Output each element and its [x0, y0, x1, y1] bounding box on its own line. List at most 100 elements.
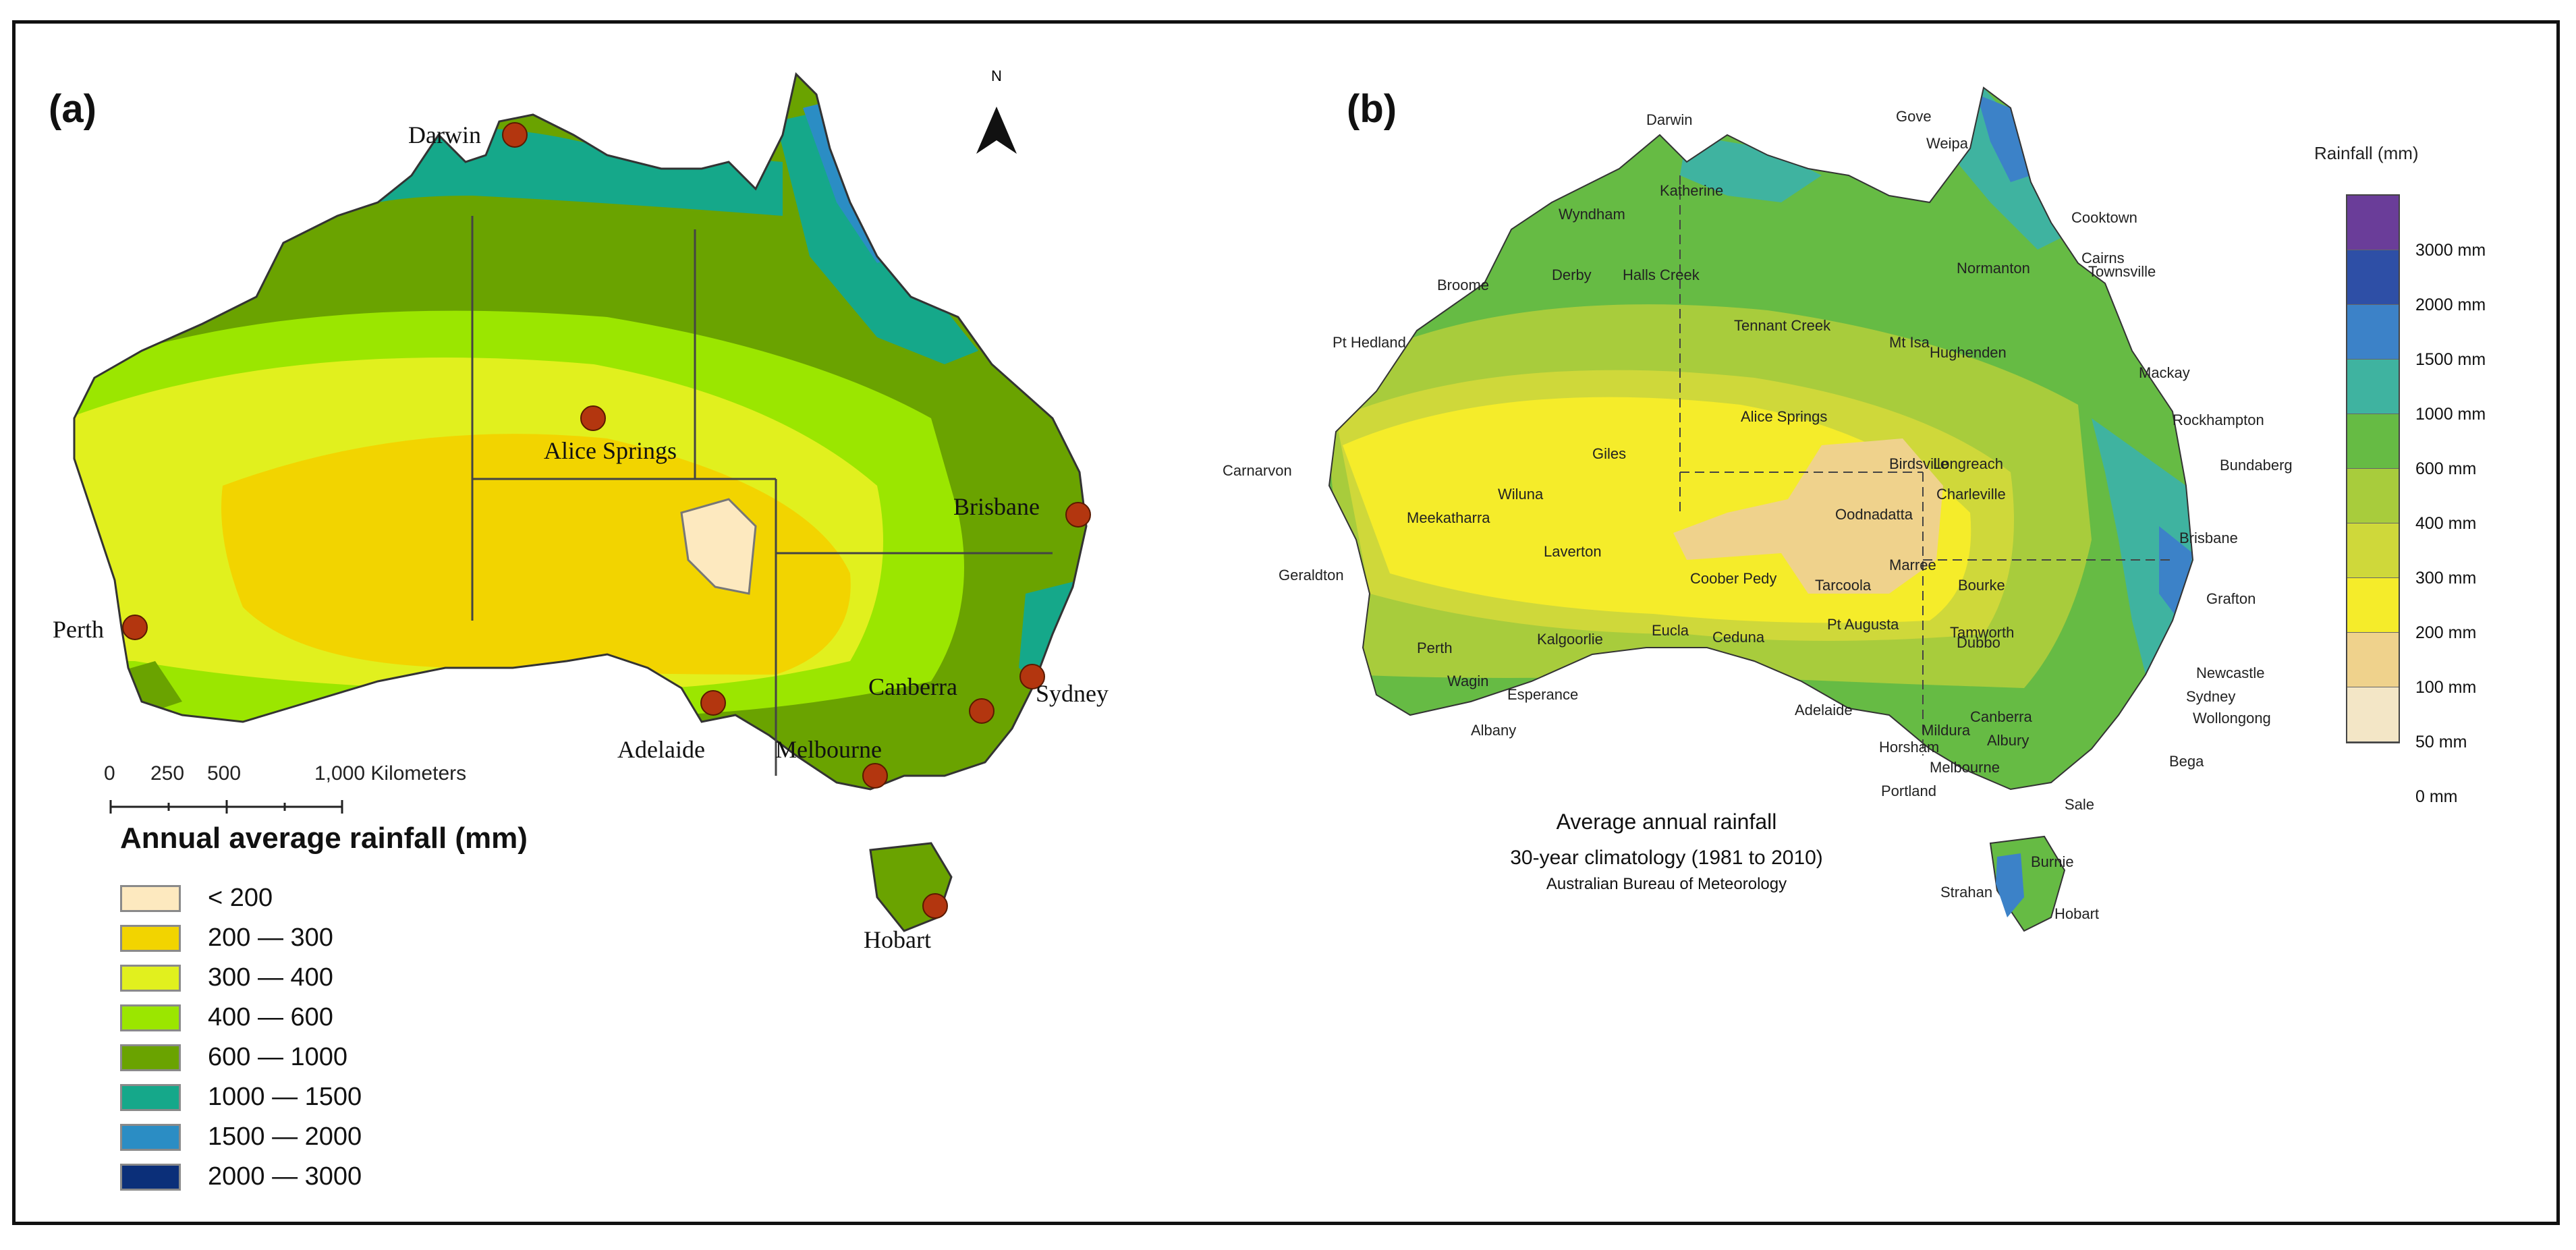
panel-a-label: (a): [49, 87, 96, 131]
legend-b-tick: 50 mm: [2415, 733, 2467, 751]
place-label-b: Sale: [2065, 796, 2094, 813]
legend-a-item: 300 — 400: [120, 958, 528, 998]
legend-a-label: 600 — 1000: [208, 1043, 348, 1071]
city-label-brisbane: Brisbane: [953, 493, 1040, 520]
city-marker-sydney: [1019, 664, 1045, 689]
legend-a-swatch: [120, 1083, 181, 1111]
legend-b-tick: 600 mm: [2415, 459, 2477, 478]
place-label-b: Albany: [1471, 722, 1516, 739]
place-label-b: Horsham: [1879, 739, 1939, 756]
map-b: Darwin Gove Weipa Cooktown Cairns Wyndham Kath…: [1223, 86, 2293, 932]
place-label-b: Wagin: [1447, 673, 1489, 689]
place-label-b: Longreach: [1933, 455, 2003, 472]
city-marker-alice-springs: [580, 405, 606, 431]
legend-a-label: 400 — 600: [208, 1003, 333, 1031]
place-label-b: Perth: [1417, 640, 1453, 656]
legend-b-tick: 200 mm: [2415, 623, 2477, 642]
place-label-b: Ceduna: [1712, 629, 1765, 646]
caption-b-line1: Average annual rainfall: [1556, 809, 1777, 834]
place-label-b: Halls Creek: [1623, 266, 1700, 283]
legend-b-tick: 0 mm: [2415, 787, 2458, 806]
place-label-b: Meekatharra: [1407, 509, 1490, 526]
legend-a-label: 300 — 400: [208, 963, 333, 992]
legend-a-item: 2000 — 3000: [120, 1157, 528, 1197]
map-a: N Darwin Alice Springs Brisbane Perth Sy…: [53, 67, 1109, 953]
place-label-b: Oodnadatta: [1835, 506, 1913, 523]
place-label-b: Mackay: [2139, 364, 2190, 381]
place-label-b: Esperance: [1507, 686, 1578, 703]
place-label-b: Derby: [1552, 266, 1592, 283]
place-label-b: Wollongong: [2193, 710, 2271, 727]
place-label-b: Normanton: [1957, 260, 2030, 277]
legend-a-label: 1500 — 2000: [208, 1123, 362, 1151]
city-marker-melbourne: [862, 763, 888, 789]
legend-a-label: 2000 — 3000: [208, 1162, 362, 1191]
place-label-b: Gove: [1896, 108, 1932, 125]
legend-b-tick: 3000 mm: [2415, 241, 2486, 260]
scale-tick-250: 250: [150, 762, 185, 785]
place-label-b: Darwin: [1646, 111, 1692, 128]
legend-b-cell: [2347, 196, 2399, 250]
city-marker-adelaide: [700, 690, 726, 716]
place-label-b: Hughenden: [1930, 344, 2007, 361]
legend-a-item: < 200: [120, 878, 528, 918]
legend-b-cell: [2347, 687, 2399, 742]
north-label: N: [991, 67, 1002, 84]
place-label-b: Grafton: [2206, 590, 2256, 607]
city-label-sydney: Sydney: [1036, 680, 1109, 707]
place-label-b: Tarcoola: [1815, 577, 1872, 594]
legend-a-label: < 200: [208, 884, 273, 912]
legend-b: Rainfall (mm) 3000 mm 2000 mm 1500 mm 1000 …: [2314, 143, 2486, 806]
place-label-b: Brisbane: [2179, 530, 2238, 546]
place-label-b: Sydney: [2186, 688, 2235, 705]
legend-a-swatch: [120, 1123, 181, 1151]
place-label-b: Mt Isa: [1889, 334, 1930, 351]
city-marker-brisbane: [1065, 502, 1091, 528]
legend-b-title: Rainfall (mm): [2314, 143, 2419, 163]
place-label-b: Eucla: [1652, 622, 1689, 639]
place-label-b: Wiluna: [1498, 486, 1544, 503]
legend-b-tick: 400 mm: [2415, 514, 2477, 533]
place-label-b: Tennant Creek: [1734, 317, 1831, 334]
legend-b-cell: [2347, 360, 2399, 414]
place-label-b: Hobart: [2054, 905, 2099, 922]
place-label-b: Cairns: [2081, 250, 2125, 266]
legend-b-cell: [2347, 414, 2399, 469]
legend-b-cell: [2347, 578, 2399, 633]
legend-a-item: 200 — 300: [120, 918, 528, 958]
legend-a-swatch: [120, 1004, 181, 1031]
legend-b-cell: [2347, 305, 2399, 360]
city-marker-darwin: [502, 122, 528, 148]
legend-a-swatch: [120, 1044, 181, 1071]
city-label-hobart: Hobart: [864, 926, 931, 953]
legend-a-swatch: [120, 924, 181, 952]
city-label-adelaide: Adelaide: [617, 736, 705, 763]
legend-a-title: Annual average rainfall (mm): [120, 822, 528, 855]
place-label-b: Kalgoorlie: [1537, 631, 1603, 648]
caption-b-line3: Australian Bureau of Meteorology: [1546, 875, 1787, 893]
place-label-b: Tamworth: [1950, 624, 2014, 641]
legend-b-colorbar: [2346, 194, 2400, 743]
legend-b-tick: 2000 mm: [2415, 295, 2486, 314]
place-label-b: Mildura: [1922, 722, 1971, 739]
scale-tick-0: 0: [104, 762, 115, 785]
place-label-b: Burnie: [2031, 853, 2074, 870]
place-label-b: Newcastle: [2196, 664, 2264, 681]
city-marker-perth: [122, 615, 148, 640]
legend-a-label: 200 — 300: [208, 924, 333, 952]
place-label-b: Pt Hedland: [1333, 334, 1406, 351]
place-label-b: Dubbo: [1957, 634, 2000, 651]
place-label-b: Weipa: [1926, 135, 1969, 152]
scale-bar-line: [109, 800, 343, 814]
city-label-canberra: Canberra: [868, 673, 957, 700]
place-label-b: Strahan: [1940, 884, 1992, 901]
city-label-perth: Perth: [53, 616, 104, 643]
place-label-b: Townsville: [2088, 263, 2156, 280]
legend-b-cell: [2347, 633, 2399, 687]
city-label-darwin: Darwin: [408, 121, 481, 148]
legend-b-tick: 100 mm: [2415, 678, 2477, 697]
legend-b-cell: [2347, 250, 2399, 305]
legend-a-item: 600 — 1000: [120, 1038, 528, 1077]
place-label-b: Laverton: [1544, 543, 1602, 560]
city-marker-hobart: [922, 893, 948, 919]
